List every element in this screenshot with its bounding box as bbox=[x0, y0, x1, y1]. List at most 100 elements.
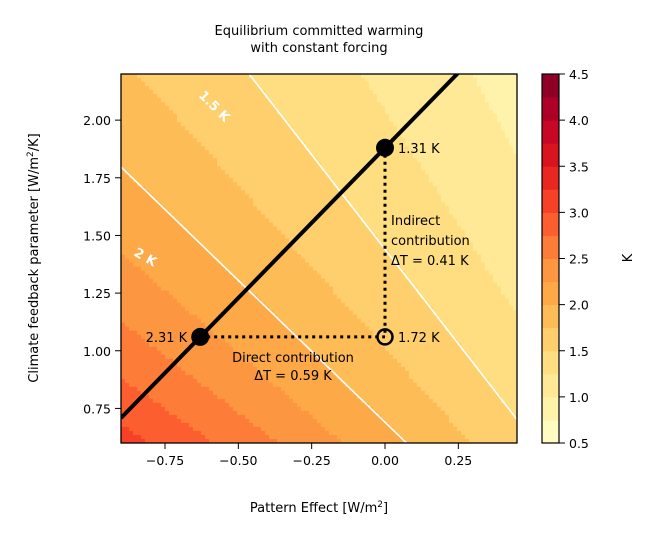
contour-cell bbox=[405, 126, 410, 131]
contour-cell bbox=[177, 262, 182, 268]
contour-cell bbox=[389, 82, 394, 87]
contour-cell bbox=[173, 210, 178, 215]
contour-cell bbox=[381, 86, 386, 91]
contour-cell bbox=[141, 170, 146, 175]
contour-cell bbox=[337, 210, 342, 215]
contour-cell bbox=[189, 134, 194, 139]
contour-cell bbox=[433, 130, 438, 135]
contour-cell bbox=[429, 230, 434, 236]
contour-cell bbox=[417, 250, 422, 256]
contour-cell bbox=[433, 202, 438, 207]
contour-cell bbox=[509, 266, 514, 272]
contour-cell bbox=[169, 266, 174, 272]
contour-cell bbox=[301, 246, 306, 252]
contour-cell bbox=[121, 254, 126, 260]
contour-cell bbox=[157, 98, 162, 103]
contour-cell bbox=[377, 114, 382, 119]
contour-cell bbox=[473, 74, 478, 79]
contour-cell bbox=[297, 222, 302, 228]
contour-cell bbox=[145, 198, 150, 203]
contour-cell bbox=[341, 242, 346, 248]
contour-cell bbox=[149, 250, 154, 256]
contour-cell bbox=[465, 106, 470, 111]
contour-cell bbox=[505, 174, 510, 179]
contour-cell bbox=[185, 258, 190, 264]
contour-cell bbox=[409, 122, 414, 127]
contour-cell bbox=[425, 118, 430, 123]
contour-cell bbox=[425, 202, 430, 207]
contour-cell bbox=[501, 82, 506, 87]
contour-cell bbox=[485, 170, 490, 175]
contour-cell bbox=[281, 182, 286, 187]
contour-cell bbox=[141, 194, 146, 199]
contour-cell bbox=[373, 126, 378, 131]
contour-cell bbox=[169, 138, 174, 143]
contour-cell bbox=[433, 218, 438, 224]
contour-cell bbox=[137, 78, 142, 83]
contour-cell bbox=[205, 162, 210, 167]
contour-cell bbox=[237, 126, 242, 131]
contour-cell bbox=[165, 106, 170, 111]
contour-cell bbox=[461, 154, 466, 159]
contour-cell bbox=[457, 270, 462, 276]
contour-cell bbox=[445, 234, 450, 240]
contour-cell bbox=[177, 86, 182, 91]
contour-cell bbox=[353, 234, 358, 240]
contour-cell bbox=[161, 274, 166, 280]
contour-cell bbox=[253, 74, 258, 79]
contour-cell bbox=[245, 210, 250, 215]
contour-cell bbox=[477, 158, 482, 163]
contour-cell bbox=[401, 210, 406, 215]
contour-cell bbox=[341, 234, 346, 240]
contour-cell bbox=[229, 134, 234, 139]
contour-cell bbox=[197, 150, 202, 155]
contour-cell bbox=[441, 146, 446, 151]
contour-cell bbox=[317, 186, 322, 191]
contour-cell bbox=[253, 170, 258, 175]
contour-cell bbox=[437, 198, 442, 203]
contour-cell bbox=[429, 126, 434, 131]
contour-cell bbox=[301, 114, 306, 119]
contour-cell bbox=[429, 150, 434, 155]
contour-cell bbox=[417, 142, 422, 147]
contour-cell bbox=[381, 270, 386, 276]
contour-cell bbox=[281, 130, 286, 135]
contour-cell bbox=[253, 242, 258, 248]
contour-cell bbox=[509, 162, 514, 167]
contour-cell bbox=[317, 226, 322, 232]
contour-cell bbox=[201, 162, 206, 167]
contour-cell bbox=[341, 178, 346, 183]
contour-cell bbox=[441, 270, 446, 276]
contour-cell bbox=[189, 234, 194, 240]
contour-cell bbox=[289, 258, 294, 264]
contour-cell bbox=[289, 142, 294, 147]
contour-cell bbox=[169, 174, 174, 179]
contour-cell bbox=[353, 214, 358, 219]
contour-cell bbox=[177, 94, 182, 99]
contour-cell bbox=[233, 218, 238, 224]
contour-cell bbox=[285, 174, 290, 179]
contour-cell bbox=[409, 190, 414, 195]
contour-cell bbox=[385, 246, 390, 252]
contour-cell bbox=[397, 134, 402, 139]
contour-cell bbox=[489, 134, 494, 139]
contour-cell bbox=[205, 102, 210, 107]
contour-cell bbox=[273, 198, 278, 203]
contour-cell bbox=[217, 142, 222, 147]
contour-cell bbox=[333, 126, 338, 131]
contour-cell bbox=[453, 234, 458, 240]
contour-cell bbox=[181, 270, 186, 276]
contour-cell bbox=[337, 222, 342, 228]
contour-cell bbox=[253, 210, 258, 215]
contour-cell bbox=[201, 262, 206, 268]
contour-cell bbox=[241, 146, 246, 151]
contour-cell bbox=[229, 258, 234, 264]
contour-cell bbox=[333, 226, 338, 232]
contour-cell bbox=[133, 130, 138, 135]
contour-cell bbox=[133, 166, 138, 171]
contour-cell bbox=[153, 150, 158, 155]
contour-cell bbox=[277, 222, 282, 228]
contour-cell bbox=[437, 246, 442, 252]
contour-cell bbox=[265, 226, 270, 232]
contour-cell bbox=[201, 74, 206, 79]
